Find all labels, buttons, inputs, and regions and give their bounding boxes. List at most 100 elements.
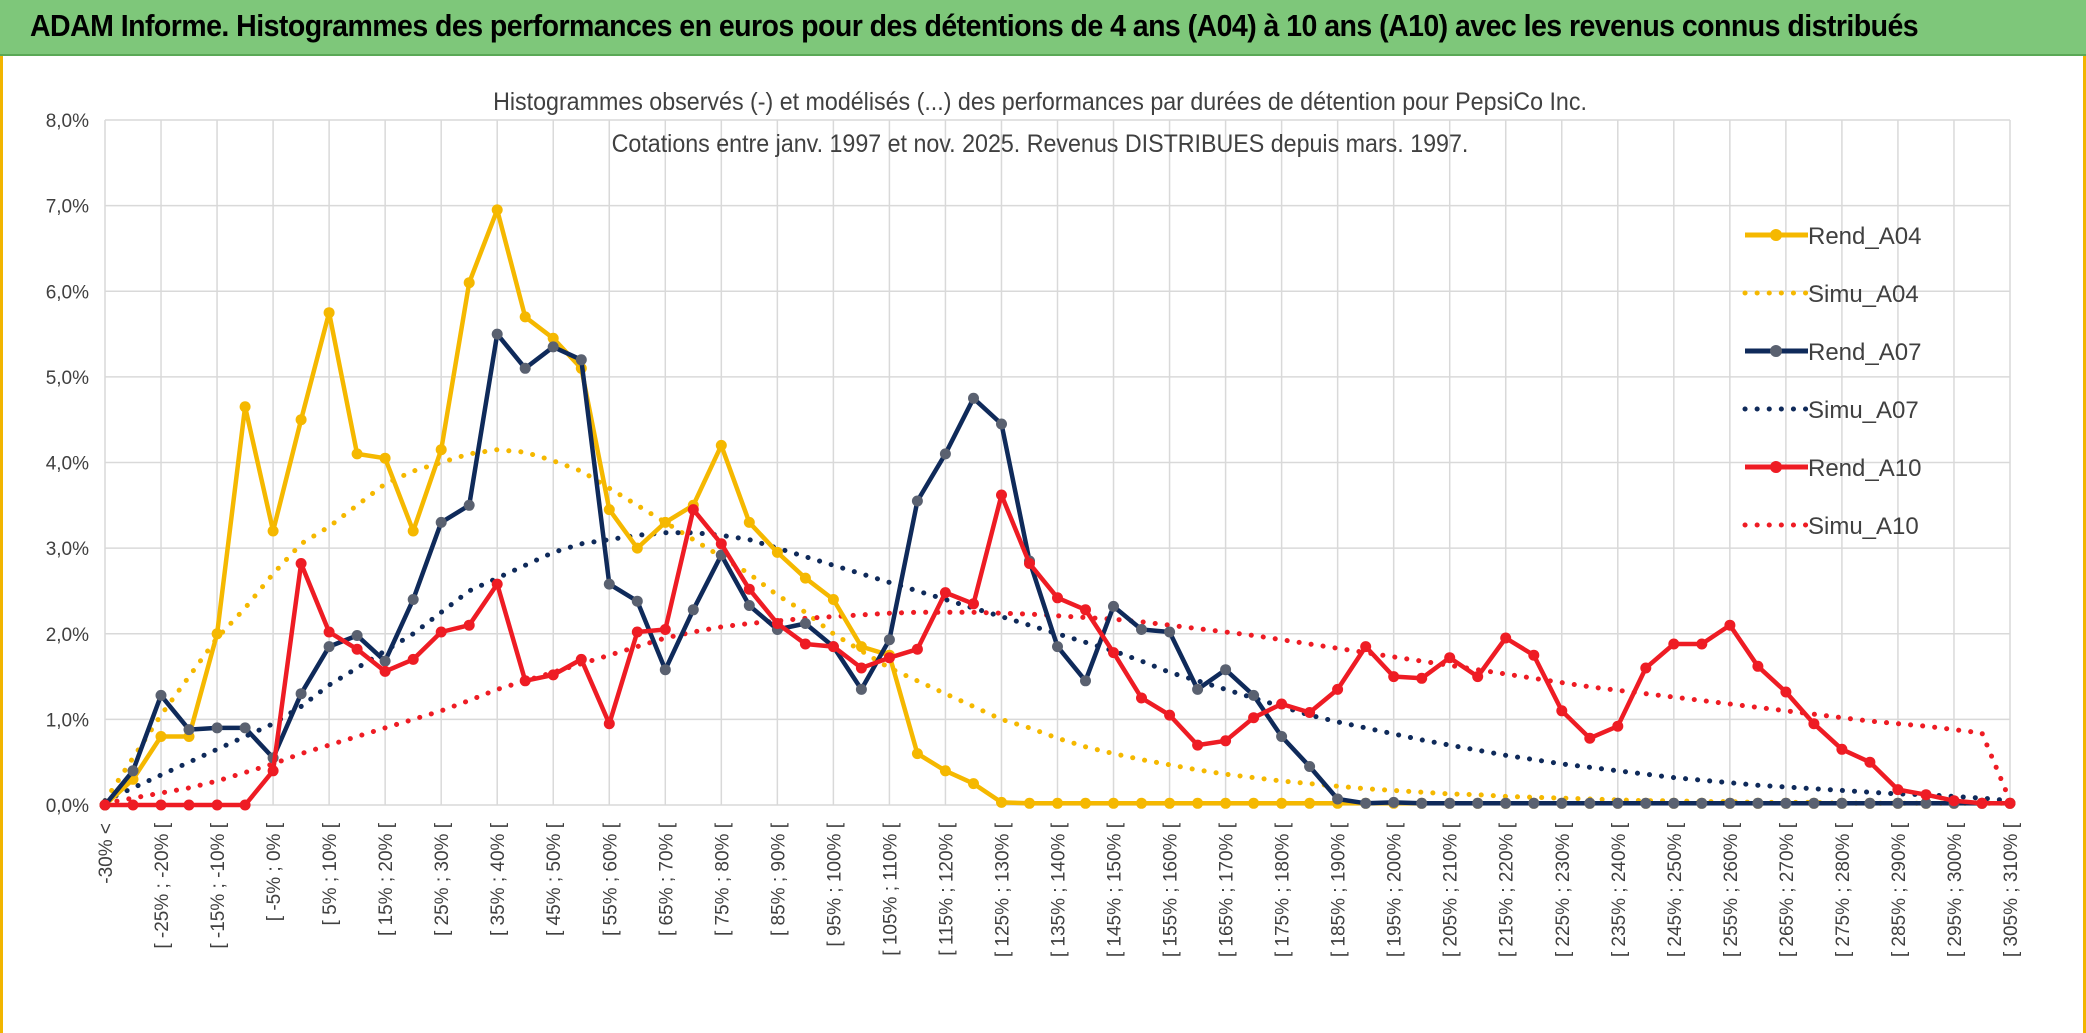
y-tick-label: 7,0% [46, 197, 89, 218]
data-point [547, 341, 559, 353]
legend-item: Simu_A07 [1742, 397, 1919, 424]
data-point [1304, 797, 1316, 809]
data-point [1640, 662, 1652, 674]
legend-label: Simu_A04 [1808, 281, 1919, 308]
x-tick-label: [ 185% ; 190% [ [1329, 822, 1350, 957]
data-point [911, 495, 923, 507]
series-Simu_A07 [102, 530, 2013, 804]
data-point [379, 665, 391, 677]
data-point [631, 595, 643, 607]
x-tick-label: [ 205% ; 210% [ [1441, 822, 1462, 957]
x-tick-label: [ 25% ; 30% [ [432, 822, 453, 936]
legend-item: Rend_A10 [1745, 455, 1921, 482]
chart-legend: Rend_A04 Simu_A04 Rend_A07 Simu_A07 Rend_A10… [1742, 223, 1921, 540]
data-point [1948, 795, 1960, 807]
x-tick-label: [ 265% ; 270% [ [1777, 822, 1798, 957]
data-point [267, 525, 279, 537]
series-line [102, 609, 2013, 806]
data-point [1416, 672, 1428, 684]
data-point [1864, 797, 1876, 809]
x-tick-label: [ -5% ; 0% [ [264, 822, 285, 921]
data-point [1752, 660, 1764, 672]
data-point [491, 204, 503, 216]
data-point [127, 765, 139, 777]
data-point [1164, 626, 1176, 638]
data-point [1836, 743, 1848, 755]
data-point [407, 594, 419, 605]
data-point [295, 558, 307, 569]
x-tick-label: [ 35% ; 40% [ [488, 822, 509, 936]
data-point [996, 418, 1007, 430]
data-point [575, 354, 587, 366]
x-tick-label: [ 255% ; 260% [ [1721, 822, 1742, 957]
data-point [1892, 797, 1904, 809]
data-point [1360, 641, 1372, 653]
data-point [1724, 797, 1736, 809]
data-point [687, 504, 699, 516]
data-point [1920, 797, 1932, 809]
data-point [799, 618, 811, 629]
data-point [239, 401, 251, 413]
x-tick-label: [ 145% ; 150% [ [1105, 822, 1126, 957]
data-point [379, 655, 391, 667]
data-point [968, 778, 979, 790]
data-point [407, 525, 419, 537]
data-point [1108, 647, 1119, 659]
x-tick-label: -30% < [96, 823, 117, 884]
data-point [1052, 592, 1063, 604]
data-point [1584, 732, 1596, 744]
data-point [1024, 558, 1035, 569]
data-point [155, 689, 167, 701]
x-tick-label: [ 45% ; 50% [ [544, 822, 565, 936]
y-tick-label: 8,0% [46, 111, 89, 132]
chart-grid [104, 119, 2011, 806]
x-axis-ticks: -30% < [ -25% ; -20% [[ -15% ; -10% [[ -5… [96, 822, 2022, 957]
data-point [1892, 784, 1904, 796]
data-point [799, 638, 811, 650]
data-point [519, 362, 531, 374]
legend-label: Rend_A10 [1808, 455, 1921, 482]
data-point [491, 578, 503, 590]
x-tick-label: [ 295% ; 300% [ [1945, 822, 1966, 957]
data-point [1220, 735, 1232, 747]
data-point [1136, 692, 1147, 704]
data-point [883, 634, 895, 646]
data-point [239, 722, 251, 734]
data-point [155, 799, 167, 811]
data-point [996, 489, 1007, 501]
banner-title: ADAM Informe. Histogrammes des performan… [30, 8, 1919, 43]
data-point [519, 311, 531, 323]
chart-title: Histogrammes observés (-) et modélisés (… [493, 88, 1587, 116]
data-point [1108, 600, 1119, 612]
x-tick-label: [ 215% ; 220% [ [1497, 822, 1518, 957]
data-point [211, 722, 223, 734]
data-point [1668, 638, 1680, 650]
y-tick-label: 4,0% [46, 454, 89, 475]
data-point [968, 392, 979, 404]
data-point [827, 641, 839, 653]
data-point [743, 583, 755, 595]
data-point [631, 626, 643, 638]
legend-item: Rend_A07 [1745, 339, 1921, 366]
y-tick-label: 1,0% [46, 710, 89, 731]
data-point [1444, 797, 1456, 809]
data-point [463, 499, 475, 511]
data-point [1612, 720, 1624, 732]
x-tick-label: [ 135% ; 140% [ [1049, 822, 1070, 957]
x-tick-label: [ 275% ; 280% [ [1833, 822, 1854, 957]
legend-item: Rend_A04 [1745, 223, 1921, 250]
data-point [827, 594, 839, 605]
data-point [183, 799, 195, 811]
data-point [1192, 739, 1204, 751]
data-point [1080, 604, 1091, 616]
data-point [407, 653, 419, 665]
data-point [295, 688, 307, 700]
data-point [547, 332, 559, 344]
data-point [631, 542, 643, 554]
x-tick-label: [ 95% ; 100% [ [824, 822, 845, 946]
data-point [379, 452, 391, 464]
data-point [659, 624, 671, 635]
data-point [1584, 797, 1596, 809]
report-banner: ADAM Informe. Histogrammes des performan… [0, 0, 2086, 56]
data-point [1864, 756, 1876, 768]
